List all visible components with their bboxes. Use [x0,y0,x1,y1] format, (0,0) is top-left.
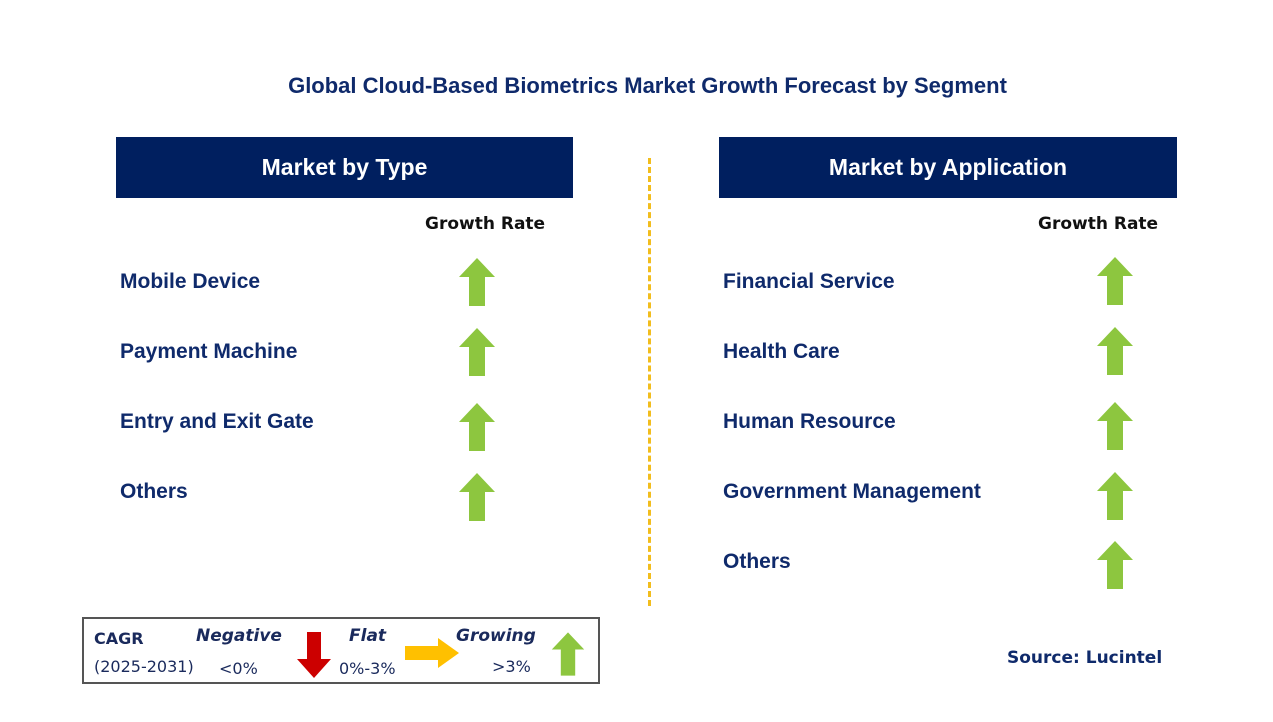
type-growth-rate-label: Growth Rate [425,214,546,234]
growing-arrow-icon [459,258,495,306]
growing-arrow-icon [459,473,495,521]
application-row-label: Human Resource [723,410,896,433]
application-row-label: Government Management [723,480,981,503]
legend-growing-range: >3% [492,657,531,676]
legend-negative-range: <0% [219,659,258,678]
page-title: Global Cloud-Based Biometrics Market Gro… [288,73,1007,98]
growing-arrow-icon [551,632,585,676]
growing-arrow-icon [1097,541,1133,589]
type-row-label: Payment Machine [120,340,298,363]
growing-arrow-icon [459,403,495,451]
application-row-label: Health Care [723,340,840,363]
market-by-application-header: Market by Application [719,137,1177,198]
growing-arrow-icon [1097,402,1133,450]
market-by-type-header: Market by Type [116,137,573,198]
growing-arrow-icon [1097,472,1133,520]
growing-arrow-icon [1097,257,1133,305]
growing-arrow-icon [1097,327,1133,375]
application-growth-rate-label: Growth Rate [1038,214,1159,234]
panel-divider [648,158,651,606]
source-label: Source: Lucintel [1007,648,1163,668]
type-row-label: Entry and Exit Gate [120,410,314,433]
legend-cagr-label: CAGR [94,629,144,648]
flat-right-arrow-icon [405,638,459,668]
application-row-label: Others [723,550,791,573]
type-row-label: Others [120,480,188,503]
application-row-label: Financial Service [723,270,895,293]
type-row-label: Mobile Device [120,270,261,293]
legend-growing-label: Growing [456,626,536,646]
legend-flat-range: 0%-3% [339,659,396,678]
legend-period-label: (2025-2031) [94,657,194,676]
legend-negative-label: Negative [196,626,282,646]
legend-flat-label: Flat [349,626,387,646]
cagr-legend: CAGR (2025-2031) Negative <0% Flat 0%-3%… [82,617,600,684]
negative-down-arrow-icon [297,632,331,678]
growing-arrow-icon [459,328,495,376]
